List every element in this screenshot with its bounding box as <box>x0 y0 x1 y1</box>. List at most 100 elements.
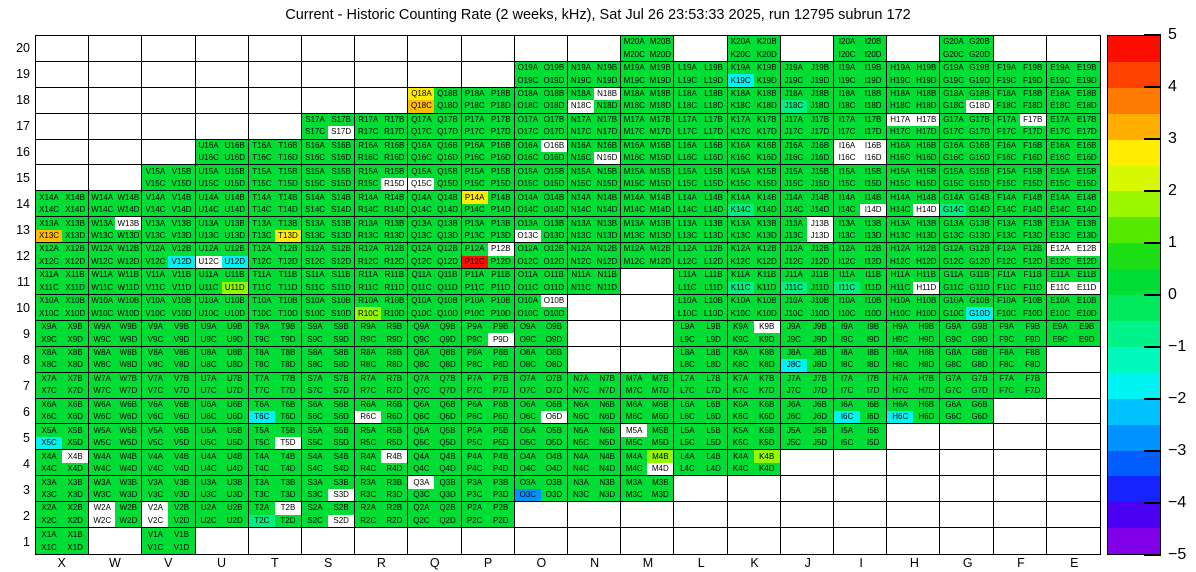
cell-label-N11C: N11C <box>568 281 595 294</box>
cell-label-M15A: M15A <box>621 165 648 178</box>
cell-label-X9D: X9D <box>62 333 89 346</box>
cell-label-J10B: J10B <box>806 294 833 308</box>
cell-label-Q7A: Q7A <box>408 372 435 386</box>
cell-label-X9C: X9C <box>36 333 63 346</box>
cell-H15: H15A H15B H15C H15D <box>887 165 941 192</box>
cell-V11: V11A V11B V11C V11D <box>142 269 196 295</box>
cell-K9: K9A K9B K9C K9D <box>727 320 781 347</box>
cell-label-H16D: H16D <box>913 152 940 165</box>
cell-label-G13D: G13D <box>966 229 993 243</box>
cell-label-K17D: K17D <box>753 126 780 139</box>
cell-label-E19D: E19D <box>1073 74 1100 87</box>
cell-label-T16C: T16C <box>248 152 275 165</box>
cell-label-V6B: V6B <box>168 398 195 412</box>
cell-M20: M20A M20B M20C M20D <box>621 36 675 62</box>
cell-F3 <box>993 476 1047 503</box>
cell-label-Q16A: Q16A <box>408 139 435 153</box>
cell-label-N4A: N4A <box>568 450 595 463</box>
cell-label-L8B: L8B <box>700 346 727 360</box>
cell-label-R16A: R16A <box>355 139 382 153</box>
cell-label-H7C: H7C <box>887 385 914 398</box>
cell-label-I14B: I14B <box>860 191 887 204</box>
cell-label-R9B: R9B <box>381 320 408 334</box>
cell-label-O15B: O15B <box>540 165 567 178</box>
cell-label-O5D: O5D <box>540 436 567 450</box>
colorbar-tickmark--4 <box>1144 502 1161 504</box>
cell-label-W10B: W10B <box>115 294 142 308</box>
cell-label-O13C: O13C <box>514 229 541 243</box>
cell-label-X14D: X14D <box>62 203 89 217</box>
cell-label-S13C: S13C <box>302 229 329 243</box>
cell-label-S7D: S7D <box>328 385 355 398</box>
cell-W11: W11A W11B W11C W11D <box>89 269 143 295</box>
cell-U16: U16A U16B U16C U16D <box>195 139 249 166</box>
cell-label-O12A: O12A <box>514 243 541 256</box>
cell-E13: E13A E13B E13C E13D <box>1046 217 1100 244</box>
cell-label-O11C: O11C <box>514 281 541 294</box>
colorbar-band-15 <box>1108 424 1160 451</box>
cell-label-U6B: U6B <box>221 398 248 412</box>
cell-L7: L7A L7B L7C L7D <box>674 372 728 399</box>
cell-label-H18A: H18A <box>887 87 914 101</box>
cell-label-F13C: F13C <box>993 229 1020 243</box>
cell-X9: X9A X9B X9C X9D <box>36 320 90 347</box>
cell-label-X5B: X5B <box>62 424 89 437</box>
cell-L15: L15A L15B L15C L15D <box>674 165 728 192</box>
cell-label-Q3A: Q3A <box>408 476 435 489</box>
cell-label-E14D: E14D <box>1073 203 1100 217</box>
cell-O20 <box>514 36 568 62</box>
colorbar-tickmark-5 <box>1144 34 1161 36</box>
cell-I4 <box>834 450 888 477</box>
cell-label-K15C: K15C <box>727 177 754 191</box>
cell-J9: J9A J9B J9C J9D <box>780 320 834 347</box>
cell-label-P3A: P3A <box>461 476 488 489</box>
cell-label-K10D: K10D <box>753 307 780 320</box>
cell-label-T16A: T16A <box>248 139 275 153</box>
cell-label-R13A: R13A <box>355 217 382 230</box>
cell-label-R13B: R13B <box>381 217 408 230</box>
colorbar-band-9 <box>1108 269 1160 296</box>
cell-label-K16B: K16B <box>753 139 780 153</box>
cell-label-Q11B: Q11B <box>434 269 461 282</box>
cell-label-E12C: E12C <box>1046 255 1074 269</box>
cell-S16: S16A S16B S16C S16D <box>302 139 356 166</box>
cell-H1 <box>887 528 941 554</box>
cell-label-I5A: I5A <box>834 424 861 437</box>
cell-label-G10A: G10A <box>940 294 967 308</box>
cell-label-K9A: K9A <box>727 320 754 334</box>
cell-label-K7B: K7B <box>753 372 780 386</box>
cell-label-K7D: K7D <box>753 385 780 398</box>
cell-E5 <box>1046 424 1100 451</box>
cell-E7 <box>1046 373 1100 399</box>
cell-label-I9B: I9B <box>860 320 887 334</box>
cell-L5: L5A L5B L5C L5D <box>674 424 728 451</box>
cell-label-H18D: H18D <box>913 100 940 113</box>
cell-label-R4A: R4A <box>355 450 382 463</box>
cell-label-I16C: I16C <box>834 152 861 165</box>
cell-label-K20C: K20C <box>727 48 754 61</box>
cell-label-H18B: H18B <box>913 87 940 101</box>
cell-label-S11D: S11D <box>328 281 355 294</box>
cell-label-V8B: V8B <box>168 346 195 360</box>
cell-label-T9B: T9B <box>274 320 301 334</box>
cell-E10: E10A E10B E10C E10D <box>1046 294 1100 321</box>
cell-label-T5C: T5C <box>248 436 275 450</box>
cell-label-T14B: T14B <box>274 191 301 204</box>
cell-J1 <box>781 528 834 554</box>
cell-label-O7D: O7D <box>540 385 567 398</box>
cell-E16: E16A E16B E16C E16D <box>1046 139 1100 166</box>
cell-S14: S14A S14B S14C S14D <box>302 191 356 218</box>
cell-label-S3C: S3C <box>302 488 329 502</box>
cell-label-S13B: S13B <box>328 217 355 230</box>
cell-label-G6D: G6D <box>966 411 993 424</box>
cell-label-X12B: X12B <box>62 243 89 256</box>
cell-label-Q2C: Q2C <box>408 514 435 528</box>
cell-label-S7C: S7C <box>302 385 329 398</box>
cell-label-U14C: U14C <box>195 203 222 217</box>
cell-I9: I9A I9B I9C I9D <box>834 320 888 347</box>
cell-label-U13D: U13D <box>221 229 248 243</box>
cell-label-X12C: X12C <box>36 255 63 269</box>
cell-S6: S6A S6B S6C S6D <box>302 398 356 425</box>
cell-label-M19B: M19B <box>647 61 674 75</box>
